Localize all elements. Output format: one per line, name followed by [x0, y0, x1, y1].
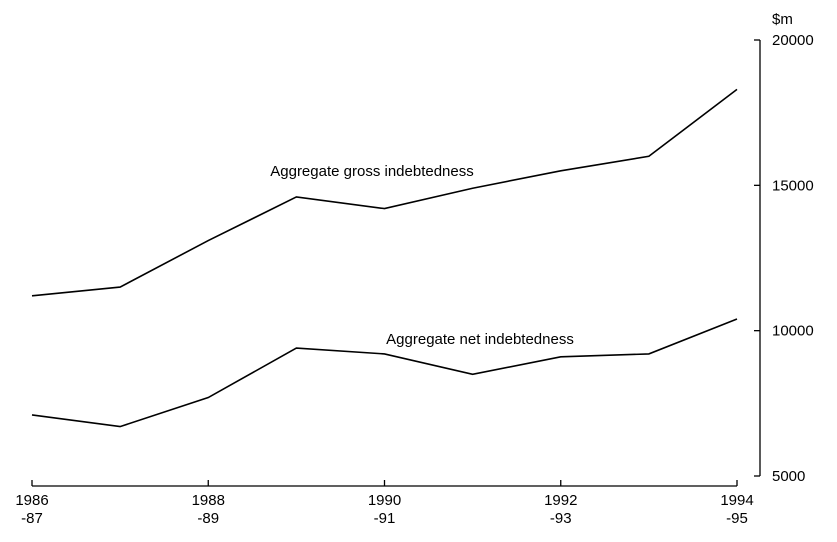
- x-tick-label: 1992 -93: [544, 492, 577, 527]
- y-tick-label: 15000: [772, 177, 814, 194]
- y-tick-label: 5000: [772, 468, 805, 485]
- series-line: [31, 88, 738, 297]
- x-tick-label: 1990 -91: [368, 492, 401, 527]
- x-tick-label: 1986 -87: [15, 492, 48, 527]
- y-tick-label: 10000: [772, 323, 814, 340]
- y-unit-label: $m: [772, 11, 793, 28]
- series-label: Aggregate gross indebtedness: [270, 163, 473, 180]
- x-tick-label: 1994 -95: [720, 492, 753, 527]
- y-tick-label: 20000: [772, 32, 814, 49]
- series-line: [31, 318, 738, 428]
- x-tick-label: 1988 -89: [192, 492, 225, 527]
- series-label: Aggregate net indebtedness: [386, 331, 574, 348]
